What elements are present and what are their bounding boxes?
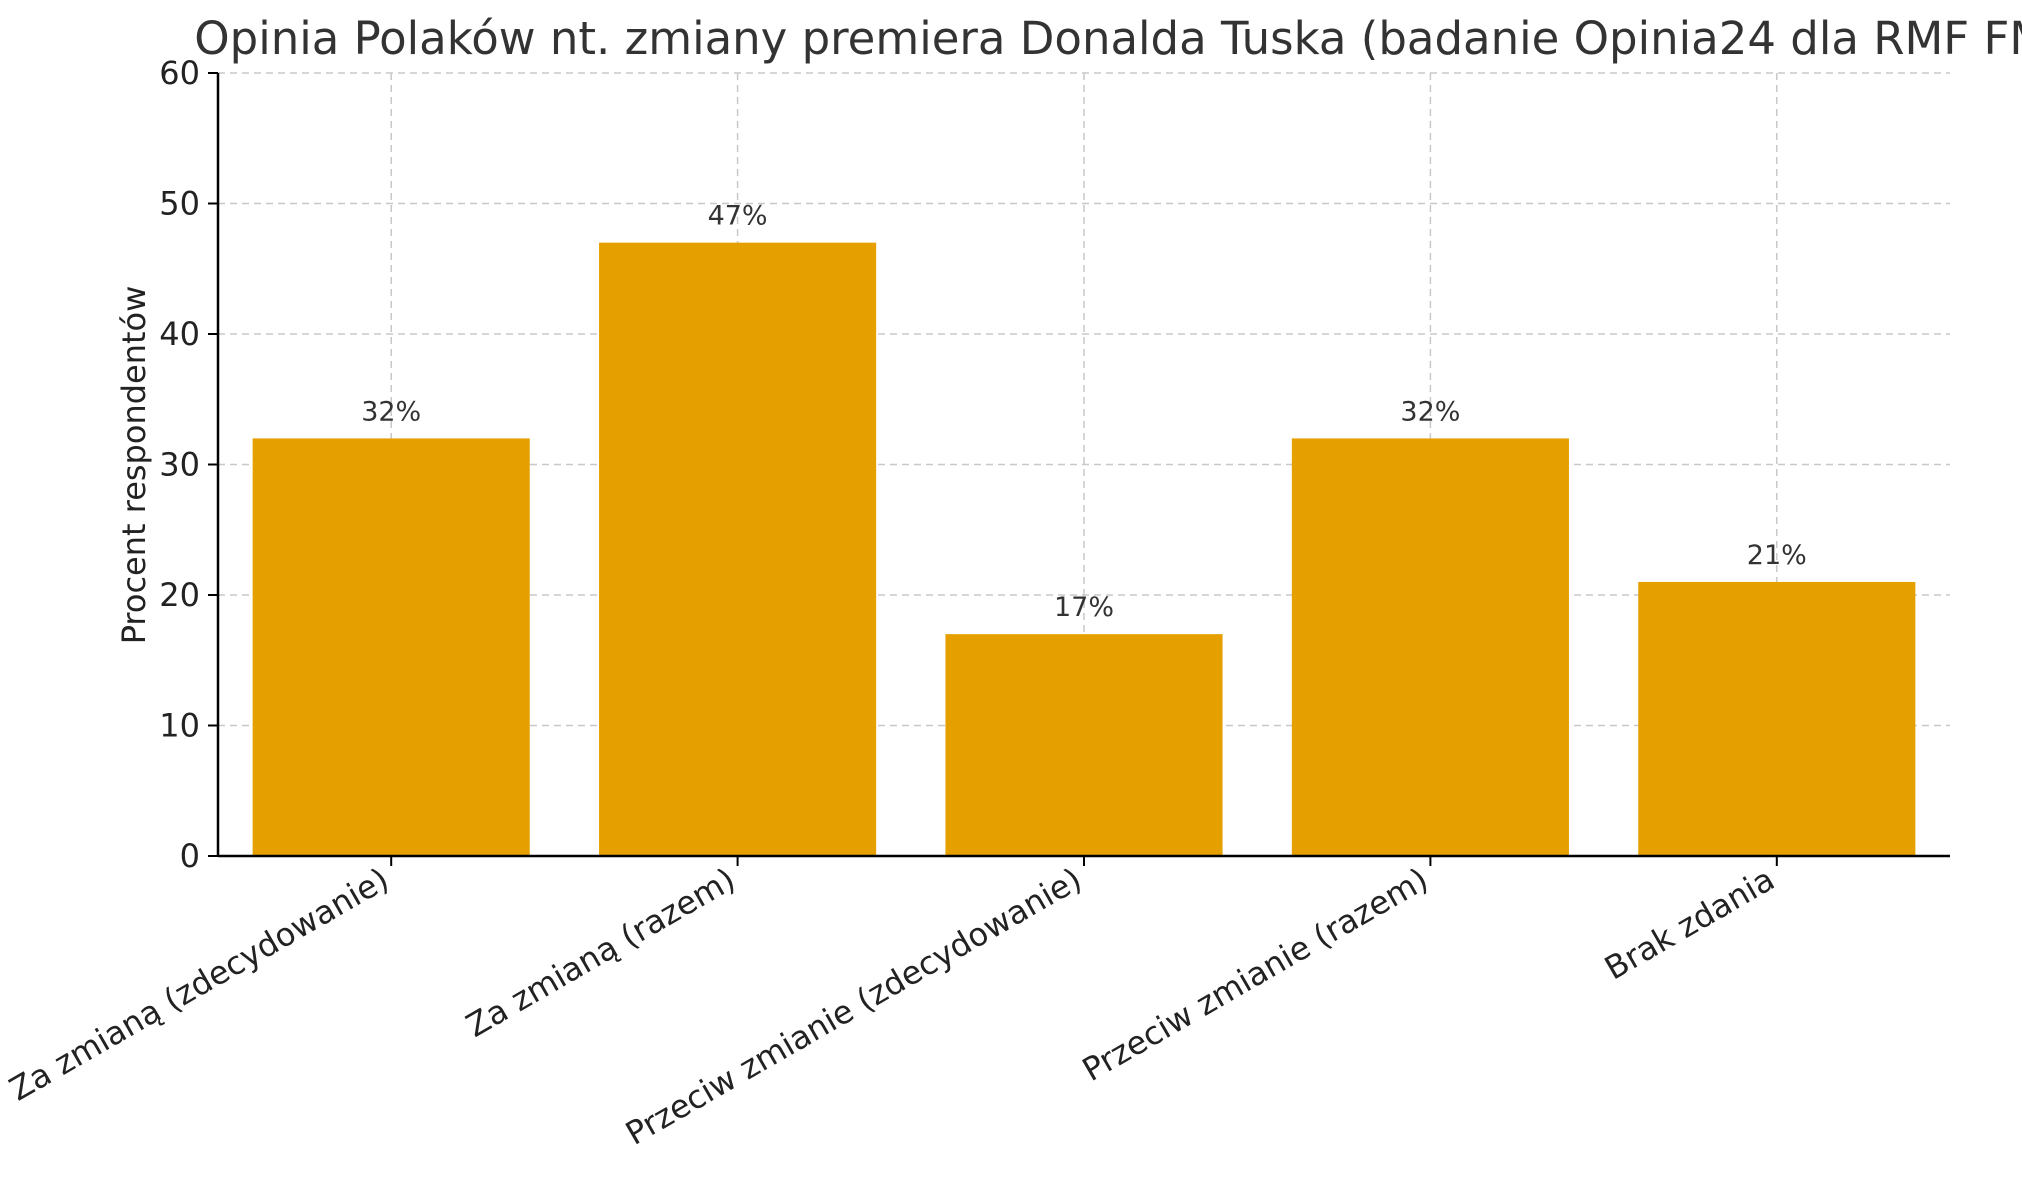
bars-layer [252,242,1916,856]
data-label: 32% [361,396,421,427]
y-tick-label: 20 [159,576,200,614]
x-tick-label: Za zmianą (zdecydowanie) [3,860,395,1108]
x-tick-label: Za zmianą (razem) [460,860,742,1045]
x-tick-label: Brak zdania [1598,860,1781,987]
y-tick-label: 0 [180,837,200,875]
data-label: 47% [708,201,768,232]
x-tick-label: Przeciw zmianie (razem) [1076,860,1435,1089]
data-label: 17% [1054,592,1114,623]
bar [1638,581,1916,856]
y-tick-label: 50 [159,185,200,223]
chart-title: Opinia Polaków nt. zmiany premiera Donal… [194,12,2022,65]
data-label: 21% [1747,540,1807,571]
y-tick-label: 10 [159,707,200,745]
data-label: 32% [1400,396,1460,427]
bar [945,634,1223,856]
y-tick-label: 40 [159,315,200,353]
bar [1291,438,1569,856]
y-axis-label: Procent respondentów [115,286,153,645]
bar [599,242,877,856]
y-tick-label: 30 [159,446,200,484]
axes-layer [208,72,1950,866]
bar [252,438,530,856]
y-tick-label: 60 [159,54,200,92]
